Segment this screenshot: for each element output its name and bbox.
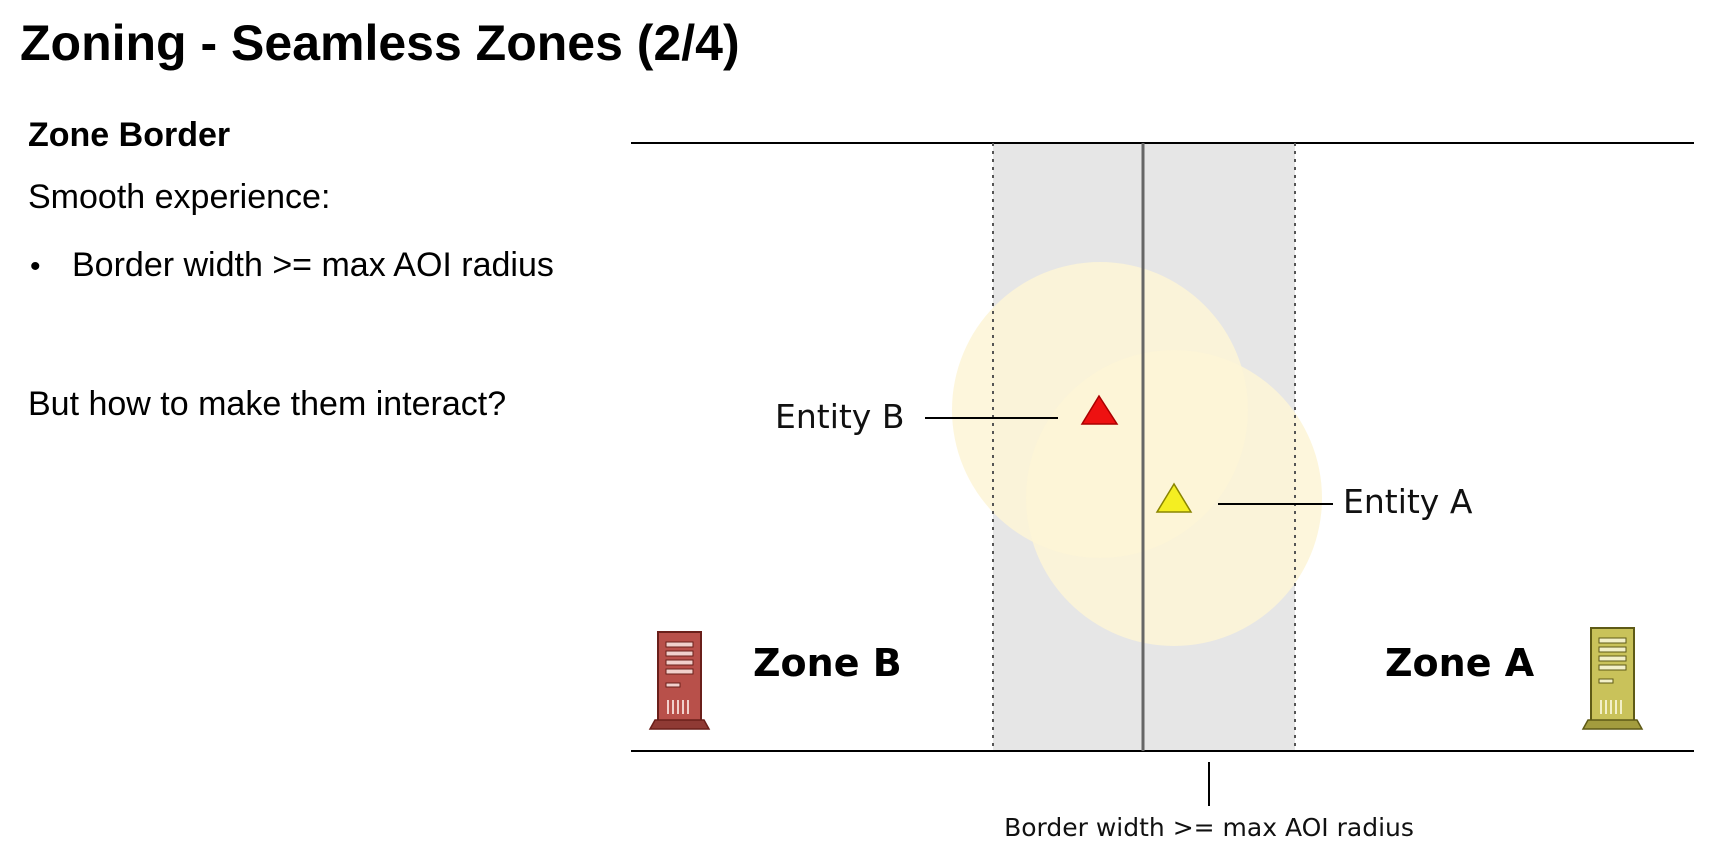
server-icon-zone-a [1581,627,1644,730]
slide-title: Zoning - Seamless Zones (2/4) [20,15,740,71]
zone-a-label: Zone A [1385,641,1535,685]
section-heading: Zone Border [28,116,231,154]
question-text: But how to make them interact? [28,385,507,423]
entity-b-marker [1080,394,1119,425]
intro-text: Smooth experience: [28,178,331,216]
bullet-marker: • [30,250,41,283]
server-icon-zone-b [648,631,711,730]
border-width-caption: Border width >= max AOI radius [1004,813,1414,842]
entity-b-label: Entity B [775,397,904,436]
entity-a-label: Entity A [1343,482,1473,521]
entity-a-marker [1155,482,1193,513]
bullet-item: Border width >= max AOI radius [72,246,554,284]
zone-b-label: Zone B [753,641,902,685]
